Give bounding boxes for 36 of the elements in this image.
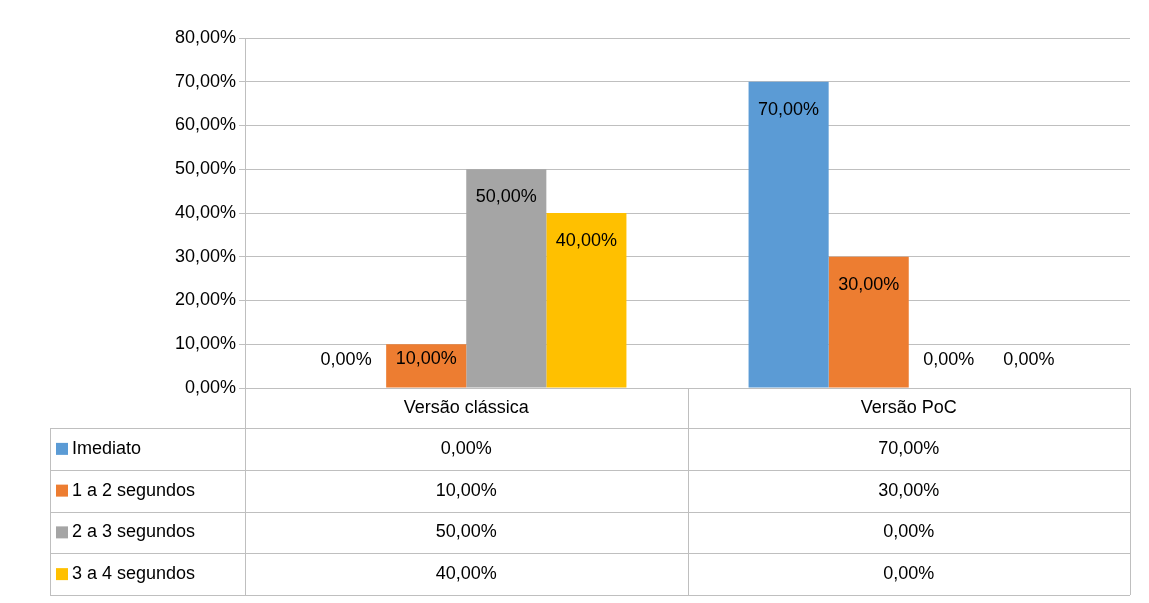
y-tick-label: 40,00%	[174, 201, 236, 222]
y-tick-label: 80,00%	[174, 26, 236, 47]
legend-label: Imediato	[72, 437, 142, 458]
text: 0,00%	[923, 348, 975, 369]
data-label: 70,00%	[878, 437, 940, 458]
x-tick-label: Versão PoC	[860, 396, 957, 417]
bar	[828, 256, 909, 388]
data-label: 10,00%	[435, 479, 497, 500]
data-label: 0,00%	[883, 521, 935, 542]
y-tick-label: 30,00%	[174, 245, 236, 266]
data-label: 50,00%	[435, 521, 497, 542]
text: 10,00%	[395, 348, 457, 369]
data-label: 0,00%	[440, 437, 492, 458]
y-tick-label: 0,00%	[184, 376, 236, 397]
text: 40,00%	[555, 229, 617, 250]
legend-label: 2 a 3 segundos	[72, 521, 196, 542]
data-label: 40,00%	[435, 563, 497, 584]
text: 0,00%	[320, 348, 372, 369]
legend-label: 3 a 4 segundos	[72, 563, 196, 584]
y-tick-label: 20,00%	[174, 289, 236, 310]
bar	[748, 81, 829, 388]
y-tick-label: 10,00%	[174, 333, 236, 354]
data-label: 30,00%	[878, 479, 940, 500]
bar	[466, 169, 547, 388]
y-tick-label: 50,00%	[174, 158, 236, 179]
text: 30,00%	[838, 273, 900, 294]
text: 50,00%	[475, 186, 537, 207]
x-tick-label: Versão clássica	[403, 396, 530, 417]
data-label: 0,00%	[883, 563, 935, 584]
bar	[546, 213, 627, 388]
text: 0,00%	[1003, 348, 1055, 369]
legend-label: 1 a 2 segundos	[72, 479, 196, 500]
y-tick-label: 70,00%	[174, 70, 236, 91]
y-tick-label: 60,00%	[174, 114, 236, 135]
bar	[386, 344, 467, 388]
text: 70,00%	[758, 98, 820, 119]
